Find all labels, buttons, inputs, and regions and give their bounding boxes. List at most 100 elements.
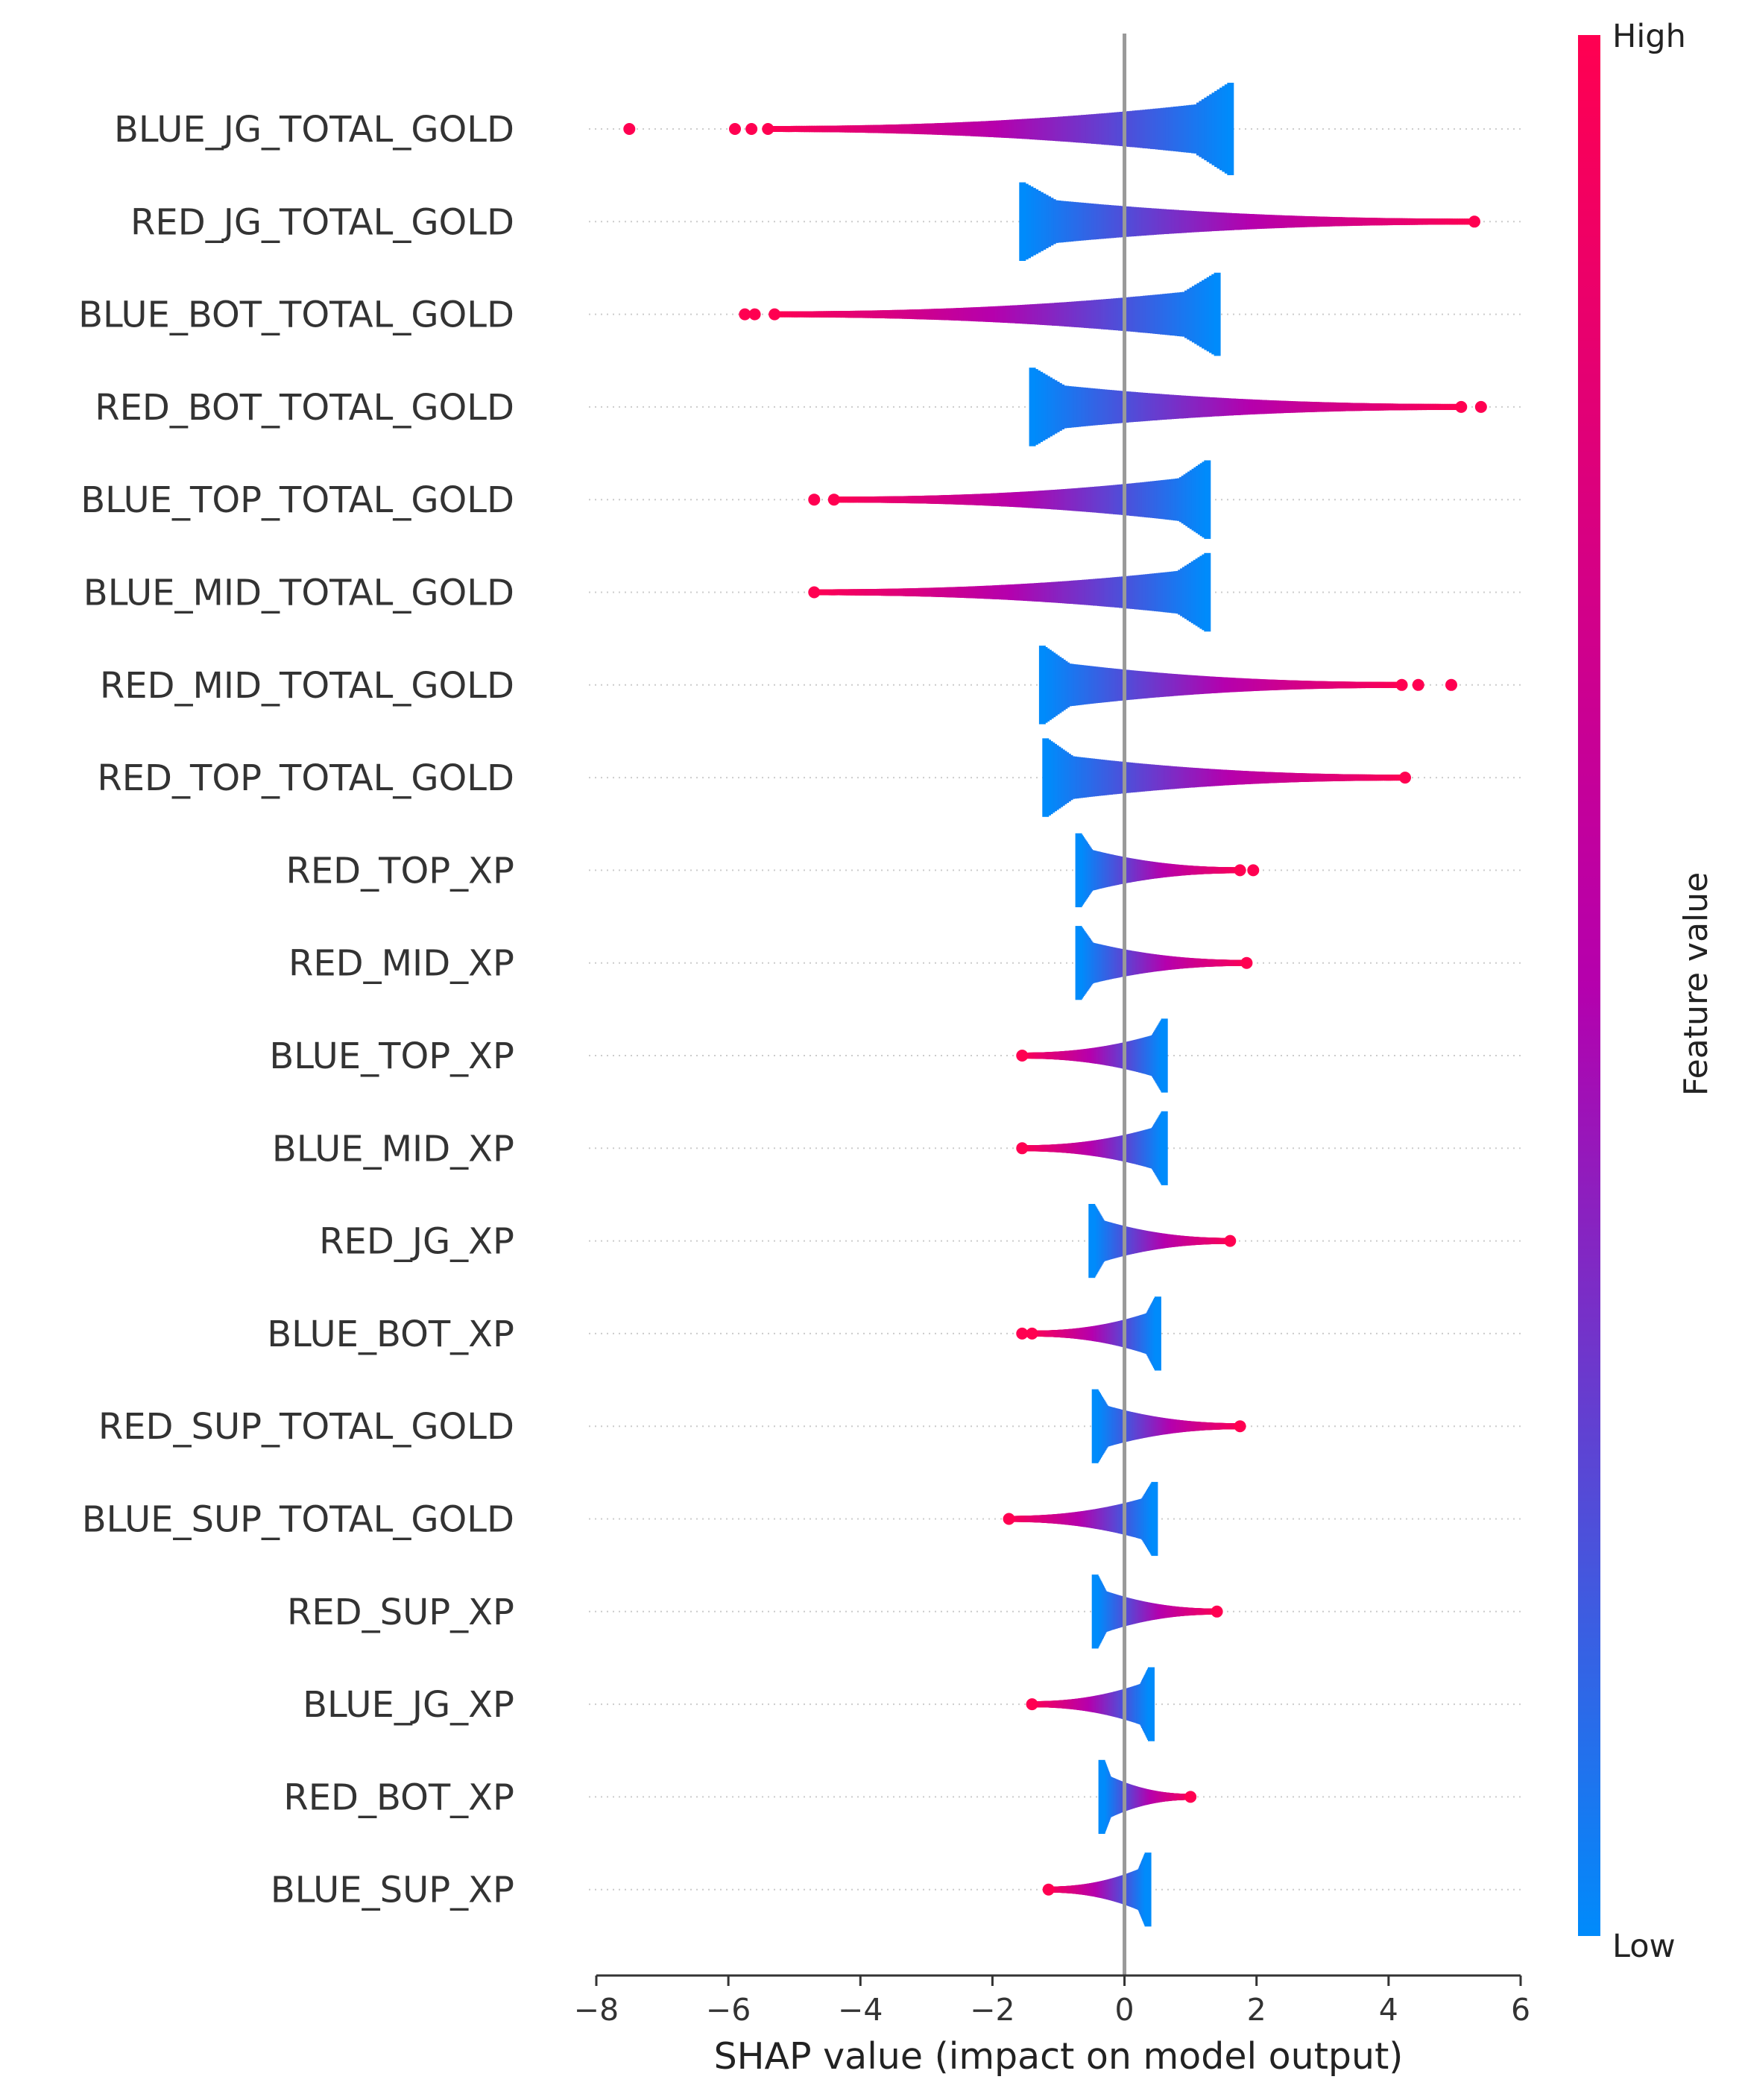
- feature-label: BLUE_TOP_TOTAL_GOLD: [81, 479, 514, 521]
- feature-label: BLUE_TOP_XP: [269, 1035, 514, 1077]
- feature-row: BLUE_JG_XP: [303, 1667, 1524, 1741]
- feature-row: BLUE_SUP_XP: [271, 1853, 1524, 1927]
- feature-row: RED_BOT_XP: [283, 1759, 1524, 1834]
- beeswarm-point: [1184, 1791, 1197, 1803]
- feature-row: BLUE_TOP_XP: [269, 1018, 1524, 1093]
- beeswarm-point: [1026, 1698, 1038, 1711]
- outlier-point: [1474, 400, 1487, 413]
- beeswarm-point: [1088, 1204, 1096, 1278]
- colorbar-high-label: High: [1612, 18, 1686, 55]
- feature-label: BLUE_MID_XP: [272, 1128, 514, 1170]
- feature-label: BLUE_MID_TOTAL_GOLD: [83, 573, 514, 614]
- feature-rows: BLUE_JG_TOTAL_GOLD RED_JG_TOTAL_GOLD BLUE_…: [78, 83, 1524, 1927]
- beeswarm-point: [1154, 1296, 1161, 1371]
- feature-label: BLUE_SUP_XP: [271, 1870, 514, 1911]
- feature-row: BLUE_SUP_TOTAL_GOLD: [82, 1481, 1524, 1557]
- beeswarm-point: [1161, 1018, 1168, 1093]
- feature-row: RED_SUP_TOTAL_GOLD: [98, 1389, 1524, 1463]
- outlier-point: [729, 123, 741, 135]
- feature-label: BLUE_JG_TOTAL_GOLD: [114, 109, 514, 151]
- feature-row: RED_SUP_XP: [287, 1574, 1524, 1649]
- outlier-point: [748, 308, 761, 321]
- beeswarm-point: [1234, 864, 1246, 877]
- outlier-point: [1016, 1327, 1029, 1340]
- beeswarm-point: [1224, 1235, 1237, 1247]
- outlier-point: [808, 494, 821, 506]
- beeswarm-point: [1075, 833, 1082, 907]
- beeswarm-point: [1204, 460, 1211, 539]
- feature-row: BLUE_MID_TOTAL_GOLD: [83, 552, 1524, 632]
- colorbar-title: Feature value: [1677, 872, 1715, 1096]
- beeswarm-point: [1091, 1389, 1099, 1463]
- outlier-point: [623, 123, 636, 135]
- beeswarm-point: [1161, 1111, 1168, 1185]
- feature-label: RED_BOT_TOTAL_GOLD: [95, 387, 514, 429]
- beeswarm-point: [769, 308, 781, 321]
- beeswarm-point: [1003, 1513, 1015, 1525]
- x-tick-label: 6: [1511, 1992, 1530, 2028]
- feature-row: RED_MID_TOTAL_GOLD: [100, 646, 1524, 725]
- beeswarm-point: [1395, 678, 1408, 691]
- beeswarm-point: [1042, 738, 1050, 817]
- outlier-point: [739, 308, 751, 321]
- feature-label: RED_MID_XP: [288, 943, 514, 985]
- beeswarm-point: [1227, 83, 1234, 175]
- beeswarm-point: [1151, 1481, 1158, 1557]
- beeswarm-point: [1468, 215, 1480, 228]
- beeswarm-point: [1026, 1327, 1038, 1340]
- beeswarm-point: [808, 586, 821, 599]
- beeswarm-point: [1075, 926, 1082, 1000]
- beeswarm-point: [1234, 1420, 1246, 1433]
- beeswarm-point: [762, 123, 774, 135]
- beeswarm-point: [1211, 1605, 1223, 1618]
- beeswarm-point: [1038, 646, 1046, 725]
- beeswarm-point: [1214, 272, 1221, 356]
- feature-label: RED_BOT_XP: [283, 1776, 514, 1818]
- x-tick-label: −8: [574, 1992, 619, 2028]
- x-tick-label: 4: [1379, 1992, 1398, 2028]
- feature-label: RED_TOP_TOTAL_GOLD: [97, 757, 514, 799]
- outlier-point: [1247, 864, 1260, 877]
- beeswarm-point: [827, 494, 840, 506]
- feature-label: BLUE_SUP_TOTAL_GOLD: [82, 1499, 514, 1541]
- beeswarm-point: [1029, 368, 1036, 447]
- beeswarm-point: [1042, 1883, 1055, 1896]
- outlier-point: [1412, 678, 1424, 691]
- beeswarm-point: [1098, 1759, 1105, 1834]
- feature-label: RED_JG_TOTAL_GOLD: [130, 201, 514, 243]
- beeswarm-point: [1016, 1050, 1029, 1062]
- colorbar-gradient: [1578, 35, 1600, 1936]
- beeswarm-point: [1016, 1142, 1029, 1155]
- feature-row: BLUE_MID_XP: [272, 1111, 1524, 1185]
- feature-label: BLUE_BOT_XP: [267, 1314, 514, 1355]
- feature-row: RED_BOT_TOTAL_GOLD: [95, 368, 1524, 447]
- feature-row: RED_MID_XP: [288, 926, 1524, 1000]
- x-tick-label: −4: [838, 1992, 883, 2028]
- colorbar: High Low Feature value: [1578, 18, 1715, 1965]
- x-tick-label: −6: [706, 1992, 751, 2028]
- beeswarm-point: [1240, 956, 1253, 969]
- beeswarm-point: [1144, 1853, 1152, 1927]
- beeswarm-point: [1091, 1574, 1099, 1649]
- x-tick-label: 2: [1247, 1992, 1266, 2028]
- feature-label: RED_SUP_XP: [287, 1592, 514, 1633]
- colorbar-low-label: Low: [1612, 1928, 1676, 1965]
- feature-row: RED_JG_XP: [319, 1204, 1524, 1278]
- beeswarm-point: [1019, 182, 1026, 261]
- feature-row: BLUE_BOT_XP: [267, 1296, 1524, 1371]
- outlier-point: [745, 123, 758, 135]
- feature-label: BLUE_JG_XP: [303, 1684, 514, 1726]
- feature-row: BLUE_BOT_TOTAL_GOLD: [78, 272, 1524, 356]
- x-axis: −8 −6 −4 −2 0 2 4 6: [574, 1974, 1530, 2028]
- beeswarm-point: [1204, 552, 1211, 632]
- beeswarm-point: [1399, 772, 1411, 784]
- feature-label: RED_JG_XP: [319, 1221, 514, 1263]
- feature-row: RED_TOP_XP: [285, 833, 1524, 907]
- feature-label: RED_MID_TOTAL_GOLD: [100, 665, 514, 707]
- feature-row: BLUE_JG_TOTAL_GOLD: [114, 83, 1524, 175]
- feature-row: RED_TOP_TOTAL_GOLD: [97, 738, 1524, 817]
- beeswarm-point: [1148, 1667, 1155, 1741]
- outlier-point: [1445, 678, 1457, 691]
- feature-row: BLUE_TOP_TOTAL_GOLD: [81, 460, 1524, 539]
